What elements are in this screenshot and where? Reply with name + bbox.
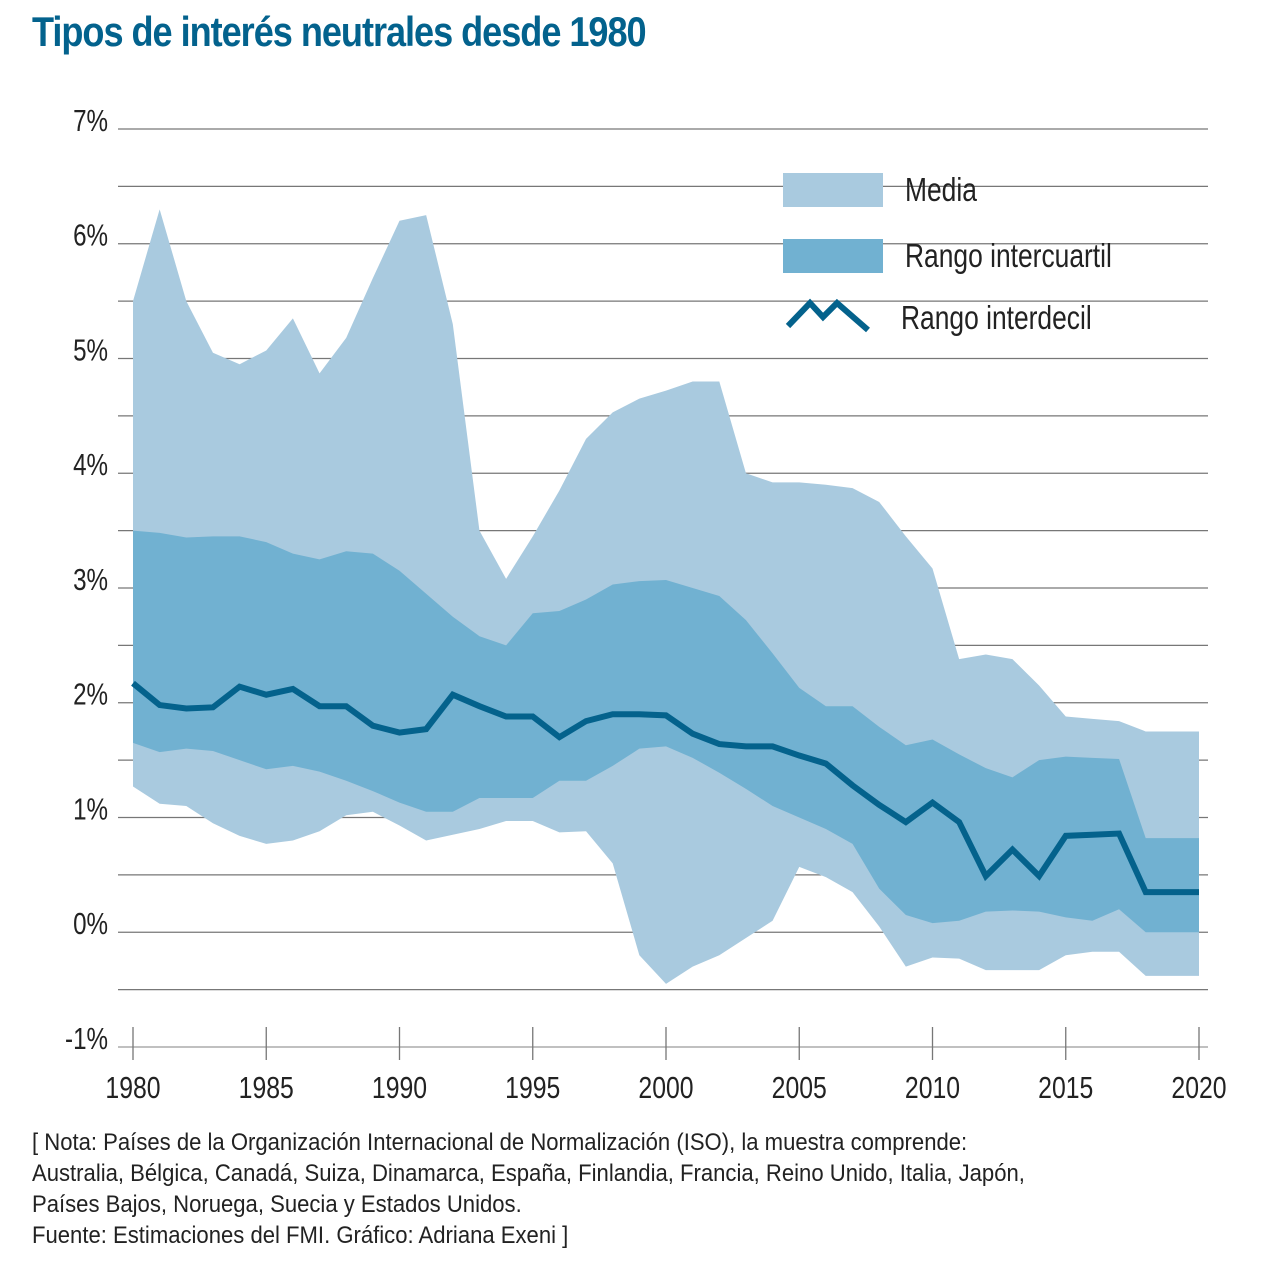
x-tick-label: 1985 <box>239 1070 294 1104</box>
chart-title: Tipos de interés neutrales desde 1980 <box>32 8 647 55</box>
x-tick-label: 2000 <box>638 1070 693 1104</box>
y-tick-label: 4% <box>73 447 108 482</box>
area-rango-intercuartil <box>133 530 1199 933</box>
y-axis: 7% 6% 5% 4% 3% 2% 1% 0% -1% <box>65 103 108 1056</box>
legend-label: Media <box>905 172 977 208</box>
footer-note: [ Nota: Países de la Organización Intern… <box>32 1127 1252 1251</box>
legend-swatch <box>783 173 883 207</box>
x-axis: 1980 1985 1990 1995 2000 2005 2010 2015 2020 <box>105 1027 1227 1105</box>
area-bands <box>133 209 1199 984</box>
legend-swatch <box>783 239 883 273</box>
y-tick-label: 7% <box>73 103 108 138</box>
x-tick-label: 2015 <box>1038 1070 1093 1104</box>
x-tick-label: 2010 <box>905 1070 960 1104</box>
legend-item: Rango intercuartil <box>783 238 1112 275</box>
y-tick-label: 6% <box>73 218 108 253</box>
legend-label: Rango interdecil <box>901 300 1092 336</box>
legend-line-icon <box>785 298 870 333</box>
x-tick-label: 1990 <box>372 1070 427 1104</box>
footer-line: Fuente: Estimaciones del FMI. Gráfico: A… <box>32 1222 569 1249</box>
y-tick-label: 2% <box>73 677 108 712</box>
x-tick-label: 1980 <box>105 1070 160 1104</box>
y-tick-label: 3% <box>73 562 108 597</box>
legend-item: Rango interdecil <box>785 298 1092 337</box>
y-tick-label: 0% <box>73 906 108 941</box>
x-tick-label: 1995 <box>505 1070 560 1104</box>
legend-item: Media <box>783 172 977 209</box>
median-line-group <box>131 680 1200 896</box>
legend: Media Rango intercuartil Rango interdecil <box>783 172 1112 337</box>
x-tick-label: 2005 <box>772 1070 827 1104</box>
legend-label: Rango intercuartil <box>905 238 1112 274</box>
x-tick-label: 2020 <box>1171 1070 1226 1104</box>
footer-line: Australia, Bélgica, Canadá, Suiza, Dinam… <box>32 1160 1025 1187</box>
y-tick-label: -1% <box>65 1021 108 1056</box>
footer-line: [ Nota: Países de la Organización Intern… <box>32 1129 968 1156</box>
y-tick-label: 1% <box>73 792 108 827</box>
y-tick-label: 5% <box>73 333 108 368</box>
footer-line: Países Bajos, Noruega, Suecia y Estados … <box>32 1191 522 1218</box>
